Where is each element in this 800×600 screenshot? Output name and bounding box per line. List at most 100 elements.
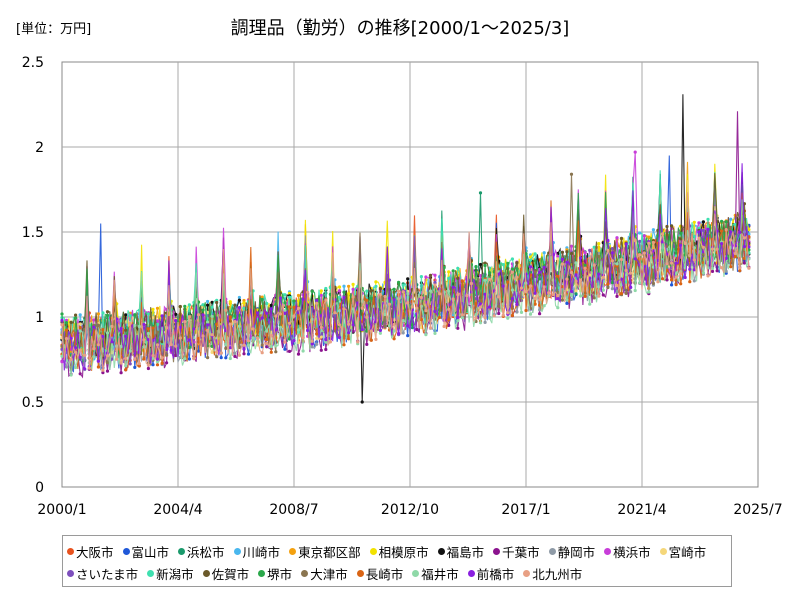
series-point bbox=[155, 343, 160, 347]
series-point bbox=[110, 357, 114, 361]
series-point bbox=[533, 291, 537, 295]
series-point bbox=[78, 329, 82, 333]
series-point bbox=[165, 361, 169, 365]
series-point bbox=[365, 304, 369, 308]
series-point bbox=[633, 257, 637, 261]
series-point bbox=[155, 330, 160, 334]
series-point bbox=[64, 337, 69, 341]
series-point bbox=[483, 292, 487, 296]
series-point bbox=[365, 342, 369, 346]
series-point bbox=[619, 291, 624, 295]
series-point bbox=[78, 372, 82, 376]
series-point bbox=[410, 323, 414, 327]
series-point bbox=[328, 340, 332, 344]
series-point bbox=[92, 318, 96, 322]
series-point bbox=[560, 298, 565, 302]
legend-label: 横浜市 bbox=[613, 544, 651, 560]
series-point bbox=[292, 305, 296, 309]
legend-item: 福井市 bbox=[412, 562, 459, 584]
x-tick-label: 2021/4 bbox=[617, 502, 666, 518]
series-point bbox=[142, 338, 146, 342]
series-point bbox=[401, 331, 405, 335]
series-point bbox=[324, 338, 328, 342]
legend-marker-icon bbox=[258, 569, 266, 577]
series-point bbox=[337, 289, 342, 293]
series-point bbox=[374, 280, 378, 284]
series-point bbox=[196, 336, 201, 341]
series-point bbox=[215, 355, 219, 359]
series-point bbox=[178, 304, 182, 309]
series-point bbox=[556, 274, 560, 278]
series-point bbox=[588, 248, 592, 252]
series-point bbox=[301, 349, 305, 353]
series-point bbox=[706, 274, 710, 278]
series-point bbox=[296, 352, 301, 356]
series-point bbox=[242, 298, 246, 303]
series-point bbox=[428, 326, 433, 330]
x-tick-label: 2008/7 bbox=[269, 502, 318, 518]
series-point bbox=[69, 373, 73, 377]
series-point bbox=[347, 284, 351, 288]
legend-marker-icon bbox=[289, 547, 297, 555]
series-point bbox=[146, 312, 150, 316]
series-point bbox=[488, 283, 492, 287]
series-point bbox=[556, 294, 560, 298]
chart-title: 調理品（勤労）の推移[2000/1～2025/3] bbox=[230, 18, 570, 39]
series-point bbox=[456, 326, 460, 330]
series-point bbox=[210, 305, 214, 309]
series-point bbox=[697, 236, 701, 240]
series-point bbox=[78, 348, 82, 352]
series-point bbox=[74, 346, 78, 350]
series-point bbox=[501, 313, 505, 317]
series-point bbox=[283, 293, 287, 297]
series-point bbox=[478, 262, 483, 267]
series-point bbox=[742, 261, 747, 265]
series-point bbox=[478, 302, 483, 306]
series-point bbox=[688, 254, 692, 258]
series-point bbox=[397, 289, 401, 293]
series-point bbox=[660, 277, 665, 281]
series-point bbox=[233, 314, 237, 318]
series-point bbox=[501, 272, 505, 276]
series-point bbox=[456, 319, 460, 323]
series-point bbox=[137, 364, 141, 368]
series-point bbox=[287, 349, 292, 353]
series-point bbox=[128, 321, 132, 325]
series-point bbox=[315, 301, 319, 305]
series-point bbox=[483, 278, 487, 282]
series-point bbox=[528, 265, 533, 269]
series-point bbox=[597, 255, 601, 259]
series-point bbox=[419, 295, 423, 300]
series-point bbox=[742, 245, 747, 249]
series-point bbox=[383, 324, 387, 328]
series-point bbox=[369, 296, 373, 300]
series-point bbox=[569, 297, 574, 301]
series-point bbox=[729, 225, 733, 230]
series-point bbox=[337, 335, 342, 340]
series-group bbox=[60, 94, 751, 404]
series-point bbox=[124, 364, 128, 368]
x-tick-label: 2017/1 bbox=[501, 502, 550, 518]
series-point bbox=[674, 271, 678, 275]
series-point bbox=[433, 281, 437, 285]
series-point bbox=[565, 277, 569, 281]
series-point bbox=[119, 361, 123, 365]
series-point bbox=[424, 333, 428, 337]
series-point bbox=[296, 328, 301, 332]
series-point bbox=[92, 325, 96, 329]
series-point bbox=[64, 328, 69, 332]
legend-label: 堺市 bbox=[267, 566, 293, 582]
series-point bbox=[556, 296, 560, 301]
series-point bbox=[269, 333, 273, 337]
series-point bbox=[729, 230, 733, 234]
series-point bbox=[697, 230, 701, 234]
series-point bbox=[588, 302, 592, 306]
series-point bbox=[515, 267, 519, 271]
series-point bbox=[265, 341, 269, 346]
series-point bbox=[287, 291, 292, 295]
series-point bbox=[215, 350, 219, 354]
series-point bbox=[260, 316, 264, 320]
series-point bbox=[333, 329, 337, 333]
legend-marker-icon bbox=[147, 569, 155, 577]
series-point bbox=[128, 349, 132, 353]
